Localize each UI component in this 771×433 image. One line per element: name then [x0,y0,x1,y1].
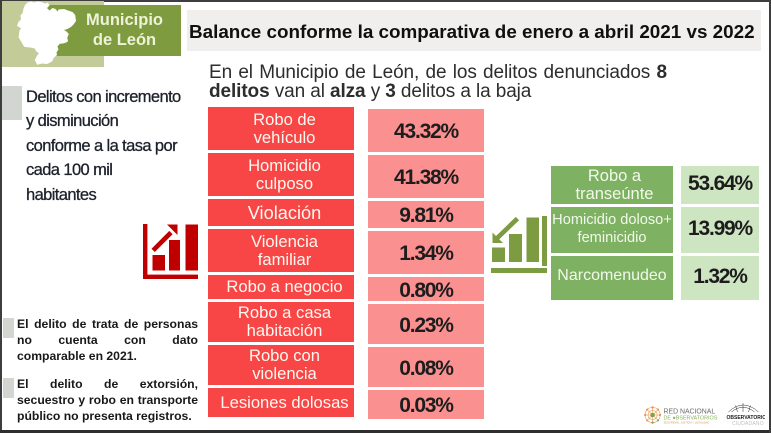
svg-text:DE ●BSERVATORIOS: DE ●BSERVATORIOS [664,416,718,422]
svg-text:OBSERVATORIO: OBSERVATORIO [727,415,766,421]
svg-text:SEGURIDAD, JUSTICIA Y LEGALIDA: SEGURIDAD, JUSTICIA Y LEGALIDAD [664,421,710,425]
svg-text:RED NACIONAL: RED NACIONAL [664,409,716,416]
svg-text:CIUDADANO: CIUDADANO [732,421,764,427]
